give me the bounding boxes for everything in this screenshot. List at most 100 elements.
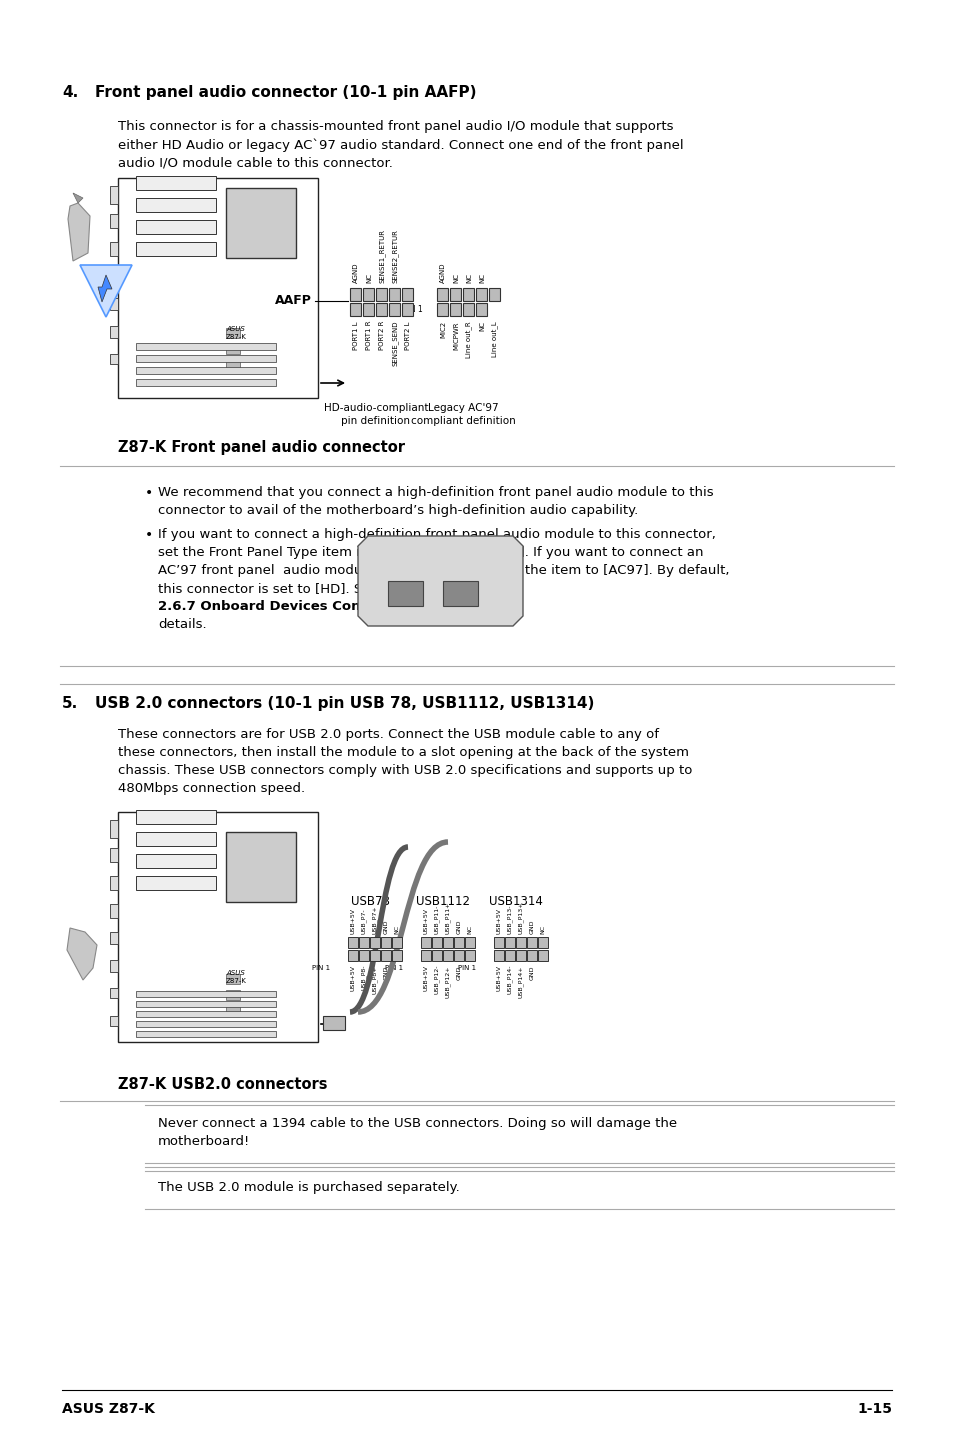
Bar [110, 876, 118, 890]
Bar [526, 938, 537, 948]
Bar [110, 1017, 118, 1025]
Bar [350, 288, 360, 301]
Bar [136, 242, 215, 256]
Text: PIN 1: PIN 1 [384, 965, 402, 971]
Bar [442, 938, 453, 948]
Text: chassis. These USB connectors comply with USB 2.0 specifications and supports up: chassis. These USB connectors comply wit… [118, 764, 692, 777]
Text: NC: NC [366, 273, 372, 283]
Bar [136, 991, 275, 997]
Text: GND: GND [529, 919, 534, 935]
Bar [464, 938, 475, 948]
Text: Z87-K: Z87-K [226, 334, 247, 339]
Text: these connectors, then install the module to a slot opening at the back of the s: these connectors, then install the modul… [118, 746, 688, 759]
Text: GND: GND [529, 965, 534, 979]
Bar [450, 303, 460, 316]
Bar [136, 175, 215, 190]
Text: PIN 1: PIN 1 [403, 305, 422, 313]
Text: PORT1 L: PORT1 L [353, 321, 358, 349]
Bar [136, 854, 215, 869]
Text: PIN 1: PIN 1 [312, 965, 330, 971]
Bar [226, 833, 295, 902]
Text: Never connect a 1394 cable to the USB connectors. Doing so will damage the
mothe: Never connect a 1394 cable to the USB co… [158, 1117, 677, 1148]
Bar [348, 938, 357, 948]
Bar [136, 876, 215, 890]
Bar [504, 938, 515, 948]
Bar [226, 974, 240, 984]
Bar [388, 581, 422, 605]
Polygon shape [68, 203, 90, 262]
Bar [136, 1031, 275, 1037]
Bar [323, 1017, 345, 1030]
Text: USB+5V: USB+5V [350, 965, 355, 991]
Text: USB_P7+: USB_P7+ [372, 906, 377, 935]
Text: USB_P11-: USB_P11- [434, 905, 439, 935]
Text: GND: GND [456, 919, 461, 935]
Bar [226, 188, 295, 257]
Text: AGND: AGND [439, 263, 446, 283]
Polygon shape [80, 265, 132, 316]
Bar [350, 303, 360, 316]
Bar [110, 961, 118, 972]
Text: USB_P8-: USB_P8- [361, 965, 367, 991]
Text: 2.6.7 Onboard Devices Configuration: 2.6.7 Onboard Devices Configuration [158, 600, 435, 613]
Text: ASUS Z87-K: ASUS Z87-K [62, 1402, 154, 1416]
Bar [516, 951, 525, 961]
Text: USB 2.0 connectors (10-1 pin USB 78, USB1112, USB1314): USB 2.0 connectors (10-1 pin USB 78, USB… [95, 696, 594, 710]
Text: Z87-K USB2.0 connectors: Z87-K USB2.0 connectors [118, 1077, 327, 1091]
Text: We recommend that you connect a high-definition front panel audio module to this: We recommend that you connect a high-def… [158, 486, 713, 518]
Text: Line out_L: Line out_L [491, 321, 497, 357]
Bar [136, 1001, 275, 1007]
Bar [110, 905, 118, 917]
Bar [464, 951, 475, 961]
Bar [401, 303, 413, 316]
Text: AAFP: AAFP [274, 295, 312, 308]
Bar [358, 938, 369, 948]
Bar [348, 951, 357, 961]
Text: USB+5V: USB+5V [496, 907, 501, 935]
Bar [110, 326, 118, 338]
Text: 4.: 4. [62, 85, 78, 101]
Bar [118, 812, 317, 1043]
Bar [136, 1011, 275, 1017]
Bar [136, 810, 215, 824]
Text: NC: NC [467, 925, 472, 935]
Text: NC: NC [465, 273, 472, 283]
Text: USB+5V: USB+5V [423, 965, 428, 991]
Text: PORT1 R: PORT1 R [366, 321, 372, 351]
Bar [401, 288, 413, 301]
Bar [436, 288, 448, 301]
Bar [450, 288, 460, 301]
Bar [504, 951, 515, 961]
Text: SENSE2_RETUR: SENSE2_RETUR [392, 229, 398, 283]
Text: AGND: AGND [353, 263, 358, 283]
Text: USB_P13+: USB_P13+ [517, 902, 523, 935]
Bar [110, 186, 118, 204]
Bar [389, 288, 399, 301]
Bar [476, 303, 486, 316]
Bar [363, 303, 374, 316]
Text: 5.: 5. [62, 696, 78, 710]
Text: ASUS: ASUS [226, 326, 245, 332]
Text: USB_P12+: USB_P12+ [445, 965, 451, 998]
Text: MIC2: MIC2 [439, 321, 446, 338]
Bar [136, 198, 215, 211]
Text: USB_P14+: USB_P14+ [517, 965, 523, 998]
Text: 480Mbps connection speed.: 480Mbps connection speed. [118, 782, 305, 795]
Bar [389, 303, 399, 316]
Bar [442, 951, 453, 961]
Text: SENSE_SEND: SENSE_SEND [392, 321, 398, 367]
Bar [110, 848, 118, 861]
Text: PORT2 L: PORT2 L [405, 321, 411, 349]
Text: Front panel audio connector (10-1 pin AAFP): Front panel audio connector (10-1 pin AA… [95, 85, 476, 101]
Bar [110, 242, 118, 256]
Bar [370, 938, 379, 948]
Polygon shape [98, 275, 112, 302]
Text: USB+5V: USB+5V [423, 907, 428, 935]
Bar [436, 303, 448, 316]
Text: Line out_R: Line out_R [465, 321, 472, 358]
Text: The USB 2.0 module is purchased separately.: The USB 2.0 module is purchased separate… [158, 1181, 459, 1194]
Text: NC: NC [453, 273, 458, 283]
Bar [226, 328, 240, 338]
Bar [136, 367, 275, 374]
Bar [489, 288, 499, 301]
